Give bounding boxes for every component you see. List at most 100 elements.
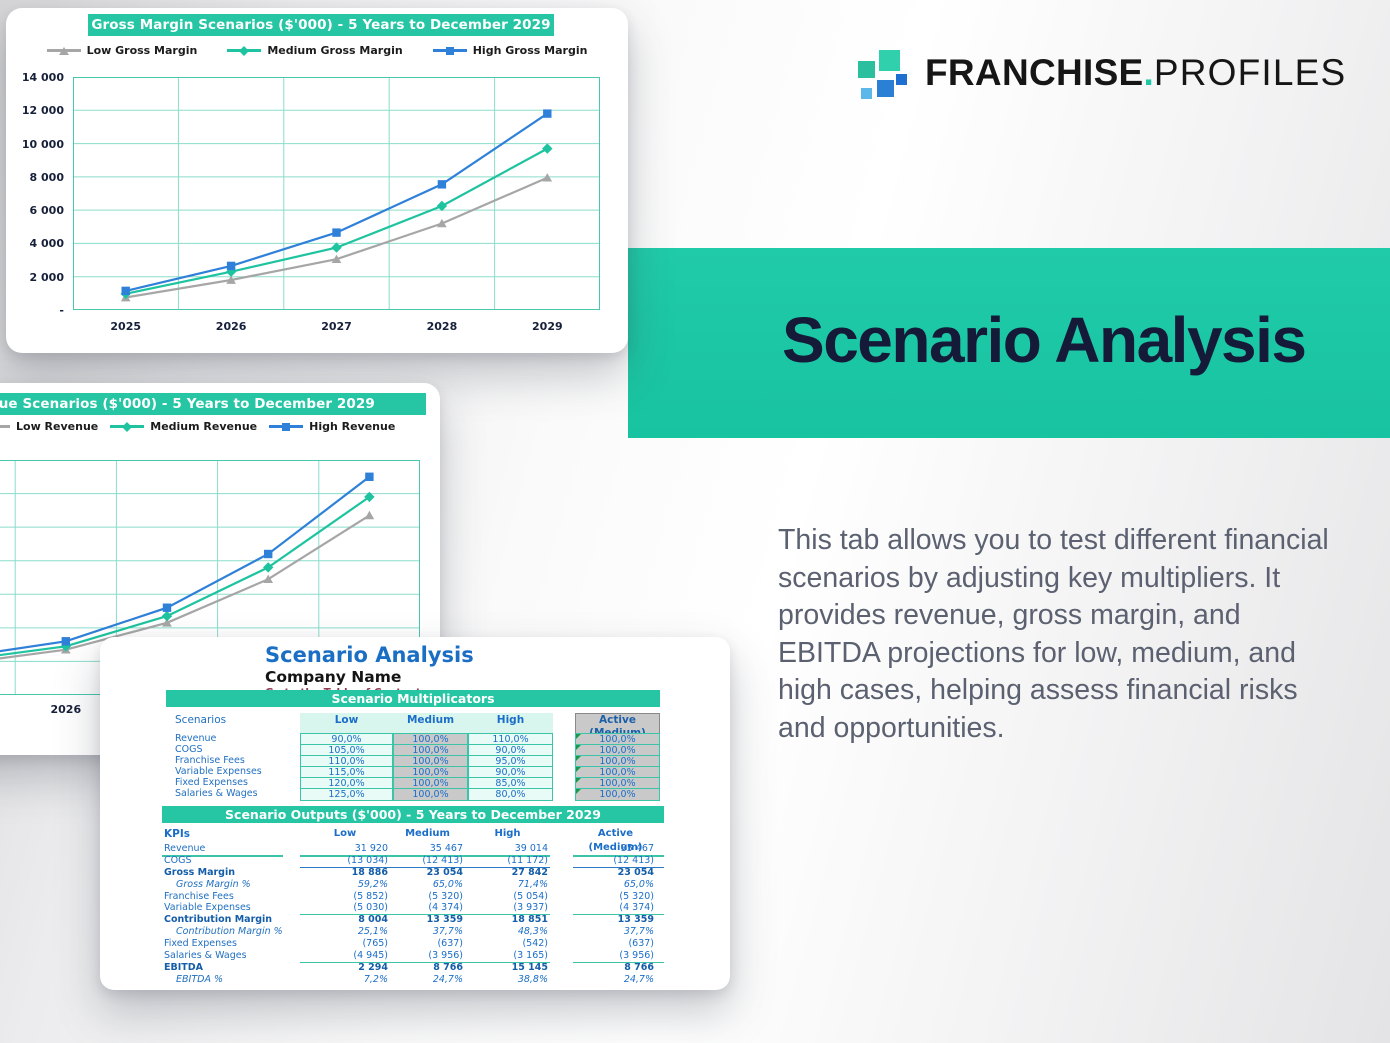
hero-teal-band bbox=[628, 248, 1390, 438]
low-value-cell: 31 920 bbox=[354, 843, 388, 854]
spacer bbox=[550, 926, 573, 938]
low-multiplier-cell[interactable]: 125,0% bbox=[300, 788, 393, 801]
kpi-label: Revenue bbox=[164, 843, 206, 854]
spacer bbox=[550, 974, 573, 986]
kpi-label: Contribution Margin % bbox=[176, 926, 283, 938]
y-tick-label: 14 000 bbox=[21, 71, 64, 84]
low-value-cell: (5 852) bbox=[353, 890, 388, 902]
hero-title: Scenario Analysis bbox=[782, 304, 1307, 376]
outputs-rows: Revenue 31 920 35 467 39 014 35 467 COGS (13 0… bbox=[162, 843, 664, 986]
y-tick-label: 4 000 bbox=[29, 237, 64, 251]
output-row: Gross Margin % 59,2% 65,0% 71,4% 65,0% bbox=[162, 879, 664, 891]
row-label: Salaries & Wages bbox=[175, 788, 258, 799]
x-tick-label: 2029 bbox=[532, 320, 563, 333]
spacer bbox=[550, 867, 573, 879]
kpi-label: COGS bbox=[164, 854, 192, 866]
medium-value-cell: 37,7% bbox=[432, 926, 463, 938]
medium-value-cell: 35 467 bbox=[429, 843, 463, 854]
low-value-cell: 25,1% bbox=[357, 926, 388, 938]
high-multiplier-cell[interactable]: 90,0% bbox=[468, 744, 553, 757]
row-label: Revenue bbox=[175, 733, 217, 744]
multiplicator-row: Variable Expenses 115,0% 100,0% 90,0% 100,0% bbox=[166, 766, 660, 779]
output-row: Variable Expenses (5 030) (4 374) (3 937) (4… bbox=[162, 902, 664, 916]
kpi-label: Franchise Fees bbox=[164, 890, 234, 902]
spacer bbox=[283, 891, 300, 903]
logo-square-blue-bottom bbox=[877, 80, 894, 97]
gross-margin-chart-legend: Low Gross Margin Medium Gross Margin Hig… bbox=[6, 44, 628, 57]
y-tick-label: 12 000 bbox=[21, 104, 64, 118]
low-value-cell: 7,2% bbox=[363, 973, 388, 985]
multiplicator-row: Salaries & Wages 125,0% 100,0% 80,0% 100,0% bbox=[166, 788, 660, 801]
scenario-multiplicators-section: Scenario Multiplicators Scenarios Low Me… bbox=[166, 690, 660, 801]
active-value-cell: (3 956) bbox=[573, 950, 664, 963]
high-series-marker-icon bbox=[269, 425, 304, 428]
active-value-cell: 37,7% bbox=[623, 926, 654, 938]
medium-value-cell: 23 054 bbox=[426, 866, 463, 878]
sheet-company-name: Company Name bbox=[265, 668, 402, 686]
kpi-label: EBITDA bbox=[164, 961, 203, 973]
active-value-cell: (5 320) bbox=[619, 890, 654, 902]
outputs-header-band: Scenario Outputs ($'000) - 5 Years to De… bbox=[162, 806, 664, 823]
legend-item-high: High Revenue bbox=[269, 420, 395, 433]
active-value-cell: 8 766 bbox=[624, 961, 654, 973]
low-value-cell: (765) bbox=[362, 938, 388, 950]
low-value-cell: 8 004 bbox=[358, 914, 388, 926]
high-value-cell: 71,4% bbox=[517, 878, 548, 890]
row-label: Variable Expenses bbox=[175, 766, 262, 777]
hero-description: This tab allows you to test different fi… bbox=[778, 524, 1329, 745]
spacer bbox=[283, 867, 300, 879]
output-row: EBITDA 2 294 8 766 15 145 8 766 bbox=[162, 962, 664, 974]
gross-margin-plot-area bbox=[73, 77, 600, 310]
spacer bbox=[553, 788, 575, 801]
spacer bbox=[550, 879, 573, 891]
legend-item-low: Low Gross Margin bbox=[46, 44, 197, 57]
x-tick-label: 2025 bbox=[0, 703, 15, 716]
kpi-label: Gross Margin bbox=[164, 866, 235, 878]
output-row: Contribution Margin % 25,1% 37,7% 48,3% 37,7… bbox=[162, 926, 664, 938]
active-multiplier-cell[interactable]: 100,0% bbox=[575, 733, 660, 746]
spacer bbox=[550, 962, 573, 974]
kpi-label: Gross Margin % bbox=[176, 878, 251, 890]
row-label: Fixed Expenses bbox=[175, 777, 248, 788]
multiplicators-header-band: Scenario Multiplicators bbox=[166, 690, 660, 707]
low-multiplier-cell[interactable]: 115,0% bbox=[300, 766, 393, 779]
active-value-cell: 24,7% bbox=[623, 973, 654, 985]
high-value-cell: 39 014 bbox=[514, 843, 548, 854]
kpi-label: Fixed Expenses bbox=[164, 938, 237, 950]
legend-item-low: Low Revenue bbox=[0, 420, 98, 433]
col-header-high: High bbox=[465, 827, 550, 857]
y-tick-label: 2 000 bbox=[29, 270, 64, 284]
x-axis-year-labels: 2025 2026 2027 2028 2029 bbox=[73, 320, 600, 333]
row-label: Franchise Fees bbox=[175, 755, 245, 766]
legend-item-medium: Medium Gross Margin bbox=[227, 44, 403, 57]
medium-multiplier-cell[interactable]: 100,0% bbox=[393, 788, 468, 801]
output-row: Salaries & Wages (4 945) (3 956) (3 165) (3 … bbox=[162, 950, 664, 963]
legend-item-high: High Gross Margin bbox=[432, 44, 587, 57]
kpi-label: EBITDA % bbox=[176, 973, 223, 985]
y-tick-label: 10 000 bbox=[21, 137, 64, 151]
low-series-marker-icon bbox=[46, 49, 81, 52]
revenue-chart-legend: Low Revenue Medium Revenue High Revenue bbox=[0, 420, 395, 433]
output-row: Gross Margin 18 886 23 054 27 842 23 054 bbox=[162, 867, 664, 879]
kpi-label: Contribution Margin bbox=[164, 914, 273, 926]
multiplicators-column-headers: Scenarios Low Medium High Active (Medium… bbox=[166, 713, 660, 741]
gross-margin-chart-title: Gross Margin Scenarios ($'000) - 5 Years… bbox=[88, 14, 554, 36]
spacer bbox=[550, 891, 573, 903]
high-multiplier-cell[interactable]: 80,0% bbox=[468, 788, 553, 801]
y-tick-label: 8 000 bbox=[29, 170, 64, 184]
logo-square-teal-top bbox=[879, 50, 900, 71]
medium-value-cell: (637) bbox=[437, 938, 463, 950]
x-tick-label: 2026 bbox=[215, 320, 247, 333]
x-tick-label: 2028 bbox=[426, 320, 458, 333]
high-value-cell: 27 842 bbox=[511, 866, 548, 878]
active-value-cell: (12 413) bbox=[573, 855, 664, 868]
low-value-cell: (5 030) bbox=[300, 902, 390, 916]
col-header-kpis: KPIs bbox=[162, 827, 283, 857]
active-value-cell: 13 359 bbox=[617, 914, 654, 926]
scenario-outputs-section: Scenario Outputs ($'000) - 5 Years to De… bbox=[162, 806, 664, 986]
outputs-column-headers: KPIs Low Medium High Active (Medium) bbox=[162, 827, 664, 857]
active-multiplier-cell[interactable]: 100,0% bbox=[575, 788, 660, 801]
spacer bbox=[283, 879, 300, 891]
high-value-cell: (3 937) bbox=[465, 902, 550, 916]
active-value-cell: 35 467 bbox=[620, 843, 654, 854]
